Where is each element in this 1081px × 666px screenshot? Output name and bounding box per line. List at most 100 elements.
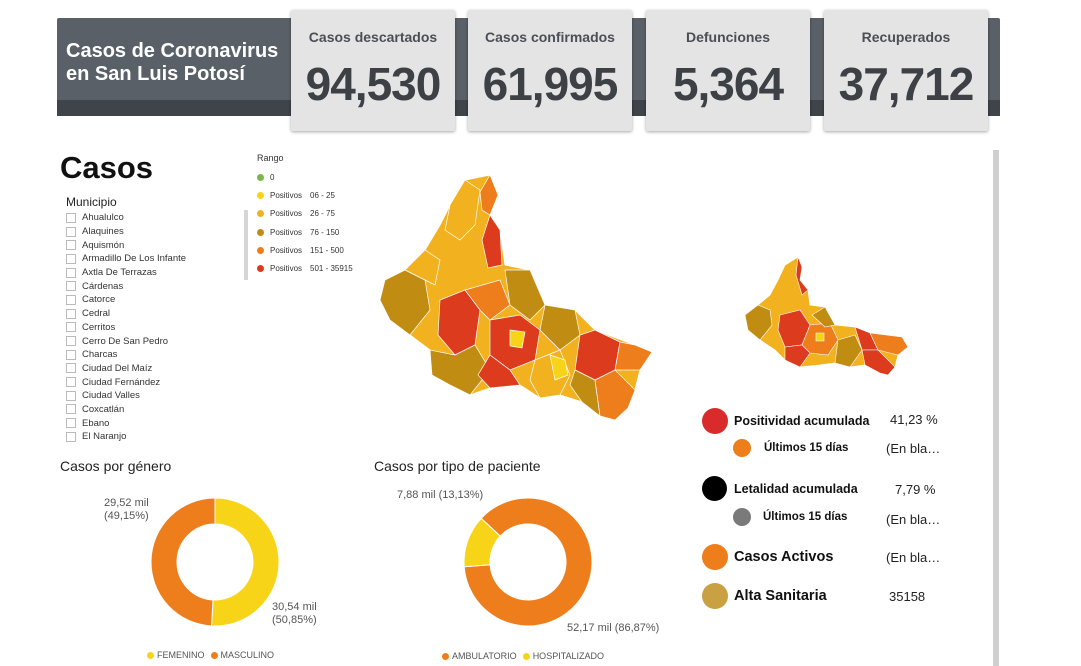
- donut-slice-femenino[interactable]: [211, 497, 280, 627]
- map-region[interactable]: [504, 269, 546, 321]
- map-region[interactable]: [744, 304, 773, 341]
- map-region[interactable]: [784, 344, 811, 368]
- checkbox[interactable]: [66, 294, 76, 305]
- checkbox[interactable]: [66, 212, 76, 223]
- gender-donut-chart[interactable]: [140, 487, 290, 637]
- donut-slice-ambulatorio[interactable]: [463, 497, 593, 627]
- kpi-letalidad-15: Últimos 15 días: [733, 508, 847, 526]
- municipio-option[interactable]: Coxcatlán: [66, 403, 186, 417]
- municipio-option[interactable]: Ciudad Del Maíz: [66, 362, 186, 376]
- map-region[interactable]: [861, 349, 896, 376]
- map-region[interactable]: [834, 334, 863, 368]
- map-region[interactable]: [869, 332, 909, 356]
- checkbox[interactable]: [66, 377, 76, 388]
- stat-card-recuperados: Recuperados 37,712: [824, 10, 988, 131]
- municipio-option[interactable]: Charcas: [66, 348, 186, 362]
- red-dot-icon: [702, 408, 728, 434]
- municipio-option[interactable]: Ahualulco: [66, 211, 186, 225]
- orange-dot-icon: [702, 544, 728, 570]
- kpi-alta-value: 35158: [889, 589, 926, 604]
- stat-label: Recuperados: [861, 29, 951, 45]
- legend-scrollbar[interactable]: [244, 210, 248, 280]
- rango-item[interactable]: Positivos 06 - 25: [257, 186, 353, 204]
- black-dot-icon: [702, 476, 727, 501]
- legend-hospitalizado[interactable]: HOSPITALIZADO: [532, 651, 605, 661]
- checkbox[interactable]: [66, 308, 76, 319]
- legend-dot-hospitalizado: [522, 652, 530, 660]
- state-map-secondary[interactable]: [740, 255, 915, 380]
- rango-dot: [257, 246, 264, 254]
- map-region[interactable]: [479, 174, 499, 216]
- checkbox[interactable]: [66, 226, 76, 237]
- state-map-main[interactable]: [370, 170, 660, 430]
- checkbox[interactable]: [66, 349, 76, 360]
- municipio-option[interactable]: Cerro De San Pedro: [66, 334, 186, 348]
- legend-ambulatorio[interactable]: AMBULATORIO: [452, 651, 517, 661]
- map-region[interactable]: [569, 369, 601, 417]
- checkbox[interactable]: [66, 390, 76, 401]
- map-region[interactable]: [509, 329, 526, 349]
- checkbox[interactable]: [66, 418, 76, 429]
- map-region[interactable]: [795, 256, 809, 296]
- checkbox[interactable]: [66, 431, 76, 442]
- checkbox[interactable]: [66, 322, 76, 333]
- kpi-positividad-15-value: (En bla…: [886, 441, 941, 456]
- stat-value: 5,364: [672, 58, 784, 110]
- municipio-option[interactable]: Axtla De Terrazas: [66, 266, 186, 280]
- checkbox[interactable]: [66, 240, 76, 251]
- page-scrollbar[interactable]: [993, 150, 999, 666]
- patient-donut-chart[interactable]: [453, 487, 603, 637]
- donut-slice-masculino[interactable]: [150, 497, 216, 627]
- municipio-option[interactable]: Ciudad Valles: [66, 389, 186, 403]
- title-line-2: en San Luis Potosí: [66, 63, 245, 85]
- stat-value: 37,712: [838, 58, 975, 110]
- title-line-1: Casos de Coronavirus: [66, 40, 279, 62]
- municipio-option[interactable]: Catorce: [66, 293, 186, 307]
- checkbox[interactable]: [66, 363, 76, 374]
- stat-label: Defunciones: [685, 29, 770, 45]
- municipio-option[interactable]: El Naranjo: [66, 430, 186, 444]
- map-region[interactable]: [539, 304, 581, 351]
- orange-dot-icon: [733, 439, 751, 457]
- rango-dot: [257, 173, 264, 181]
- map-region[interactable]: [815, 332, 825, 342]
- map-region[interactable]: [464, 279, 511, 321]
- map-region[interactable]: [811, 306, 836, 328]
- stat-label: Casos confirmados: [485, 29, 615, 45]
- map-region[interactable]: [594, 369, 636, 421]
- hospitalizado-data-label: 7,88 mil (13,13%): [397, 489, 484, 501]
- ambulatorio-data-label: 52,17 mil (86,87%): [567, 622, 660, 634]
- rango-title: Rango: [257, 153, 284, 163]
- donut-slice-hospitalizado[interactable]: [463, 517, 501, 568]
- legend-femenino[interactable]: FEMENINO: [157, 650, 205, 660]
- legend-masculino[interactable]: MASCULINO: [220, 650, 275, 660]
- checkbox[interactable]: [66, 253, 76, 264]
- map-region[interactable]: [481, 214, 503, 269]
- rango-dot: [257, 265, 264, 273]
- municipio-option[interactable]: Cárdenas: [66, 279, 186, 293]
- section-title: Casos: [60, 150, 154, 185]
- municipio-option[interactable]: Armadillo De Los Infante: [66, 252, 186, 266]
- checkbox[interactable]: [66, 281, 76, 292]
- map-region[interactable]: [404, 249, 441, 286]
- municipio-option[interactable]: Alaquines: [66, 225, 186, 239]
- municipio-option[interactable]: Cedral: [66, 307, 186, 321]
- checkbox[interactable]: [66, 336, 76, 347]
- rango-item[interactable]: Positivos 26 - 75: [257, 205, 353, 223]
- rango-item[interactable]: Positivos 76 - 150: [257, 223, 353, 241]
- checkbox[interactable]: [66, 267, 76, 278]
- map-region[interactable]: [549, 354, 569, 381]
- map-region[interactable]: [429, 344, 491, 396]
- checkbox[interactable]: [66, 404, 76, 415]
- map-region[interactable]: [614, 341, 653, 371]
- municipio-option[interactable]: Ebano: [66, 416, 186, 430]
- rango-item[interactable]: Positivos 501 - 35915: [257, 259, 353, 277]
- municipio-option[interactable]: Ciudad Fernández: [66, 375, 186, 389]
- rango-item[interactable]: Positivos 151 - 500: [257, 241, 353, 259]
- map-region[interactable]: [477, 354, 521, 389]
- rango-dot: [257, 210, 264, 218]
- municipio-option[interactable]: Cerritos: [66, 321, 186, 335]
- municipio-option[interactable]: Aquismón: [66, 238, 186, 252]
- rango-item[interactable]: 0: [257, 168, 353, 186]
- map-region[interactable]: [444, 179, 481, 241]
